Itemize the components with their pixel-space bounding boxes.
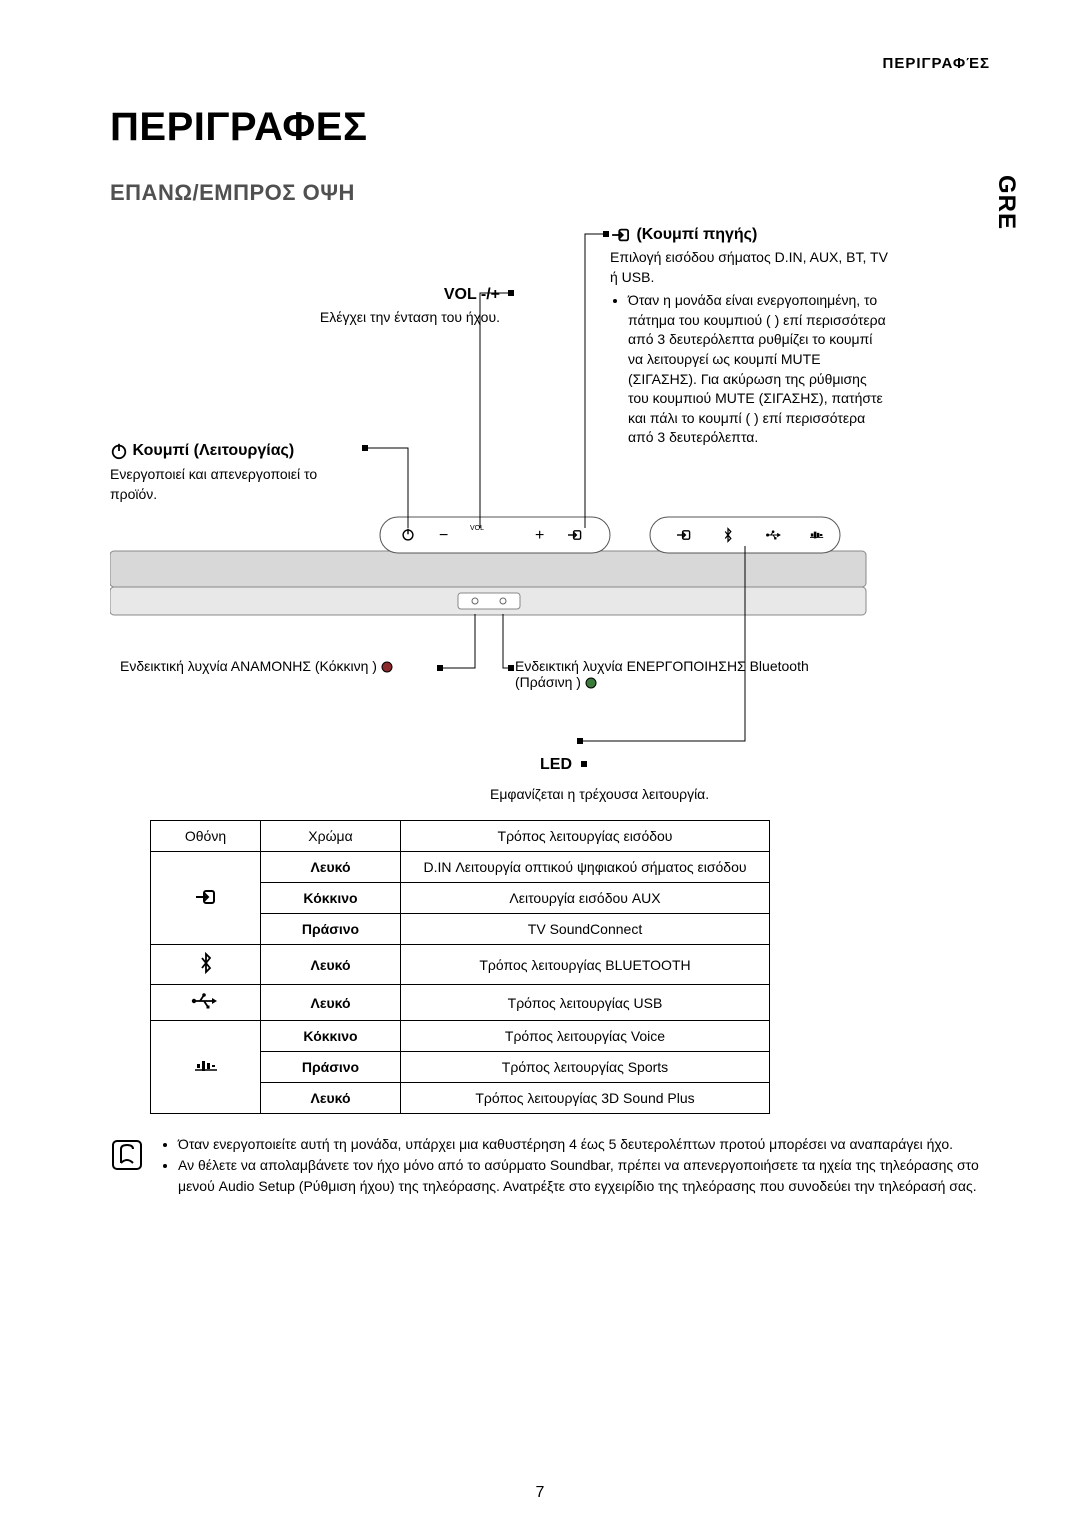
callout-volume-title: VOL -/+ bbox=[250, 286, 500, 304]
led-col-mode: Τρόπος λειτουργίας εισόδου bbox=[401, 821, 770, 852]
note-item: Αν θέλετε να απολαμβάνετε τον ήχο μόνο α… bbox=[178, 1155, 990, 1197]
callout-source-desc: Επιλογή εισόδου σήματος D.IN, AUX, BT, T… bbox=[610, 248, 890, 287]
led-cell-mode: Λειτουργία εισόδου AUX bbox=[401, 883, 770, 914]
page-number: 7 bbox=[536, 1484, 545, 1502]
led-title: LED bbox=[540, 756, 572, 773]
led-cell-mode: TV SoundConnect bbox=[401, 914, 770, 945]
led-cell-mode: Τρόπος λειτουργίας Sports bbox=[401, 1052, 770, 1083]
led-cell-color: Λευκό bbox=[261, 852, 401, 883]
note-icon bbox=[110, 1138, 144, 1172]
led-cell-mode: Τρόπος λειτουργίας BLUETOOTH bbox=[401, 945, 770, 985]
led-cell-color: Λευκό bbox=[261, 1083, 401, 1114]
power-icon bbox=[110, 441, 128, 461]
header-tab: ΠΕΡΙΓΡΑΦΈΣ bbox=[883, 55, 990, 72]
usb-icon bbox=[190, 992, 222, 1010]
soundbar-illustration: − VOL + bbox=[110, 511, 870, 641]
led-cell-icon bbox=[151, 985, 261, 1021]
led-desc: Εμφανίζεται η τρέχουσα λειτουργία. bbox=[490, 786, 990, 802]
callout-power-desc: Ενεργοποιεί και απενεργοποιεί το προϊόν. bbox=[110, 465, 360, 504]
callout-volume-desc: Ελέγχει την ένταση του ήχου. bbox=[250, 308, 500, 328]
callout-power: Κουμπί (Λειτουργίας) Ενεργοποιεί και απε… bbox=[110, 441, 360, 504]
svg-text:+: + bbox=[535, 527, 544, 544]
led-cell-color: Κόκκινο bbox=[261, 883, 401, 914]
led-section: LED Εμφανίζεται η τρέχουσα λειτουργία. Ο… bbox=[110, 756, 990, 1114]
source-icon bbox=[193, 887, 219, 907]
callout-volume: VOL -/+ Ελέγχει την ένταση του ήχου. bbox=[250, 286, 500, 328]
led-cell-icon bbox=[151, 1021, 261, 1114]
callout-power-title: Κουμπί (Λειτουργίας) bbox=[132, 442, 294, 459]
callout-source-bullet: Όταν η μονάδα είναι ενεργοποιημένη, το π… bbox=[628, 291, 890, 448]
svg-text:−: − bbox=[439, 527, 448, 544]
led-cell-color: Λευκό bbox=[261, 945, 401, 985]
sound-effect-icon bbox=[193, 1057, 219, 1075]
led-cell-color: Πράσινο bbox=[261, 914, 401, 945]
side-language-label: GRE bbox=[992, 175, 1020, 230]
note-item: Όταν ενεργοποιείτε αυτή τη μονάδα, υπάρχ… bbox=[178, 1134, 990, 1155]
led-cell-icon bbox=[151, 945, 261, 985]
led-cell-mode: Τρόπος λειτουργίας USB bbox=[401, 985, 770, 1021]
led-col-screen: Οθόνη bbox=[151, 821, 261, 852]
notes-section: Όταν ενεργοποιείτε αυτή τη μονάδα, υπάρχ… bbox=[110, 1134, 990, 1197]
section-subtitle: ΕΠΑΝΩ/ΕΜΠΡΟΣ ΟΨΗ bbox=[110, 180, 990, 206]
callout-standby-led: Ενδεικτική λυχνία ΑΝΑΜΟΝΗΣ (Κόκκινη ) bbox=[120, 658, 440, 674]
source-icon bbox=[610, 227, 632, 243]
callout-source: (Κουμπί πηγής) Επιλογή εισόδου σήματος D… bbox=[610, 226, 890, 448]
page-title: ΠΕΡΙΓΡΑΦΕΣ bbox=[110, 105, 990, 150]
svg-text:VOL: VOL bbox=[470, 525, 484, 532]
led-col-color: Χρώμα bbox=[261, 821, 401, 852]
front-view-diagram: (Κουμπί πηγής) Επιλογή εισόδου σήματος D… bbox=[110, 226, 860, 746]
callout-bt-led: Ενδεικτική λυχνία ΕΝΕΡΓΟΠΟΙΗΣΗΣ Bluetoot… bbox=[515, 658, 815, 690]
callout-source-title: (Κουμπί πηγής) bbox=[636, 226, 757, 243]
led-cell-mode: Τρόπος λειτουργίας 3D Sound Plus bbox=[401, 1083, 770, 1114]
led-table: Οθόνη Χρώμα Τρόπος λειτουργίας εισόδου Λ… bbox=[150, 820, 770, 1114]
led-cell-mode: D.IN Λειτουργία οπτικού ψηφιακού σήματος… bbox=[401, 852, 770, 883]
led-cell-color: Λευκό bbox=[261, 985, 401, 1021]
led-cell-color: Κόκκινο bbox=[261, 1021, 401, 1052]
led-cell-color: Πράσινο bbox=[261, 1052, 401, 1083]
led-cell-mode: Τρόπος λειτουργίας Voice bbox=[401, 1021, 770, 1052]
bluetooth-icon bbox=[197, 952, 215, 974]
led-cell-icon bbox=[151, 852, 261, 945]
